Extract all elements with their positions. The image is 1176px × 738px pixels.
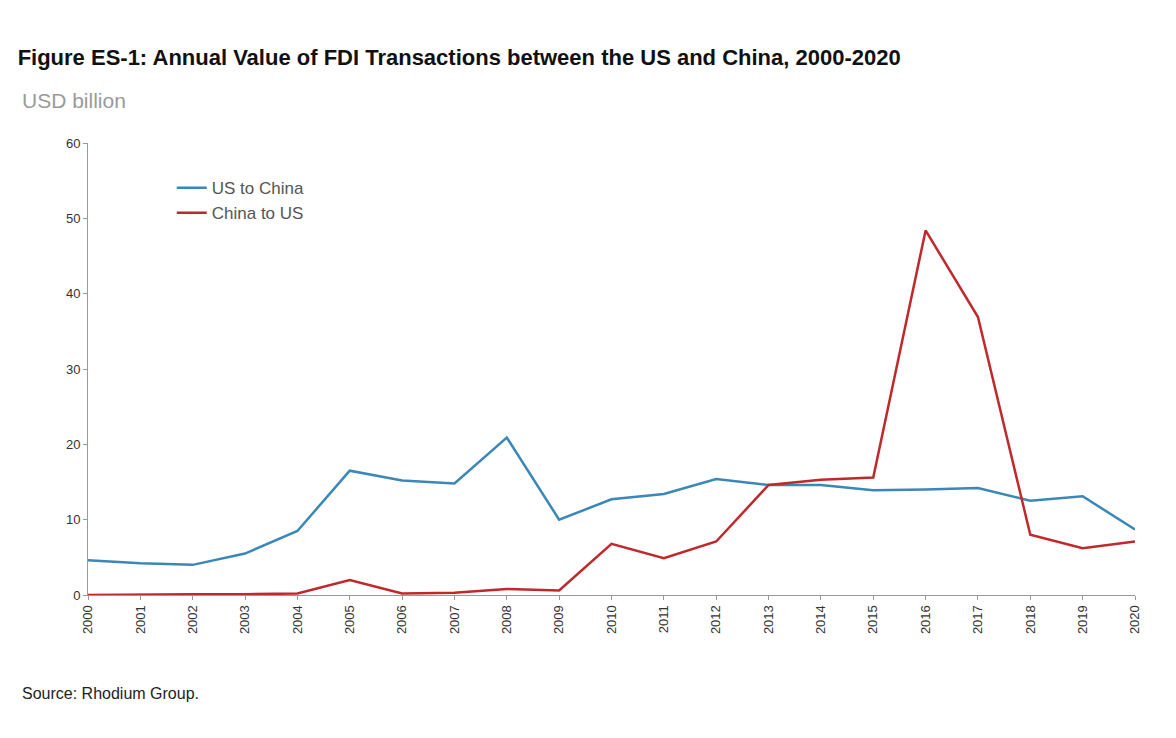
svg-text:China to US: China to US (212, 204, 304, 223)
svg-text:30: 30 (66, 362, 80, 377)
svg-text:USD billion: USD billion (22, 89, 126, 112)
svg-text:2017: 2017 (970, 605, 985, 634)
svg-text:2001: 2001 (133, 605, 148, 634)
svg-text:40: 40 (66, 286, 80, 301)
svg-text:2011: 2011 (656, 605, 671, 633)
svg-text:2002: 2002 (185, 605, 200, 634)
svg-text:2020: 2020 (1127, 605, 1142, 634)
svg-text:2004: 2004 (290, 605, 305, 634)
svg-text:Source: Rhodium Group.: Source: Rhodium Group. (22, 685, 199, 702)
svg-text:20: 20 (66, 437, 80, 452)
svg-text:2005: 2005 (342, 605, 357, 634)
svg-text:2010: 2010 (604, 605, 619, 634)
svg-text:10: 10 (66, 512, 80, 527)
svg-text:2014: 2014 (813, 605, 828, 634)
svg-text:60: 60 (66, 136, 80, 151)
svg-text:2013: 2013 (761, 605, 776, 634)
svg-text:50: 50 (66, 211, 80, 226)
svg-text:2009: 2009 (551, 605, 566, 634)
svg-text:2015: 2015 (865, 605, 880, 634)
svg-text:2006: 2006 (394, 605, 409, 634)
svg-text:2012: 2012 (708, 605, 723, 634)
svg-text:2003: 2003 (237, 605, 252, 634)
svg-text:Figure ES-1: Annual Value of F: Figure ES-1: Annual Value of FDI Transac… (18, 45, 901, 70)
svg-text:0: 0 (73, 588, 80, 603)
svg-text:2000: 2000 (80, 605, 95, 634)
svg-text:2008: 2008 (499, 605, 514, 634)
svg-text:2007: 2007 (447, 605, 462, 634)
svg-text:2016: 2016 (918, 605, 933, 634)
svg-text:2019: 2019 (1075, 605, 1090, 634)
svg-text:2018: 2018 (1023, 605, 1038, 634)
svg-text:US to China: US to China (212, 179, 304, 198)
